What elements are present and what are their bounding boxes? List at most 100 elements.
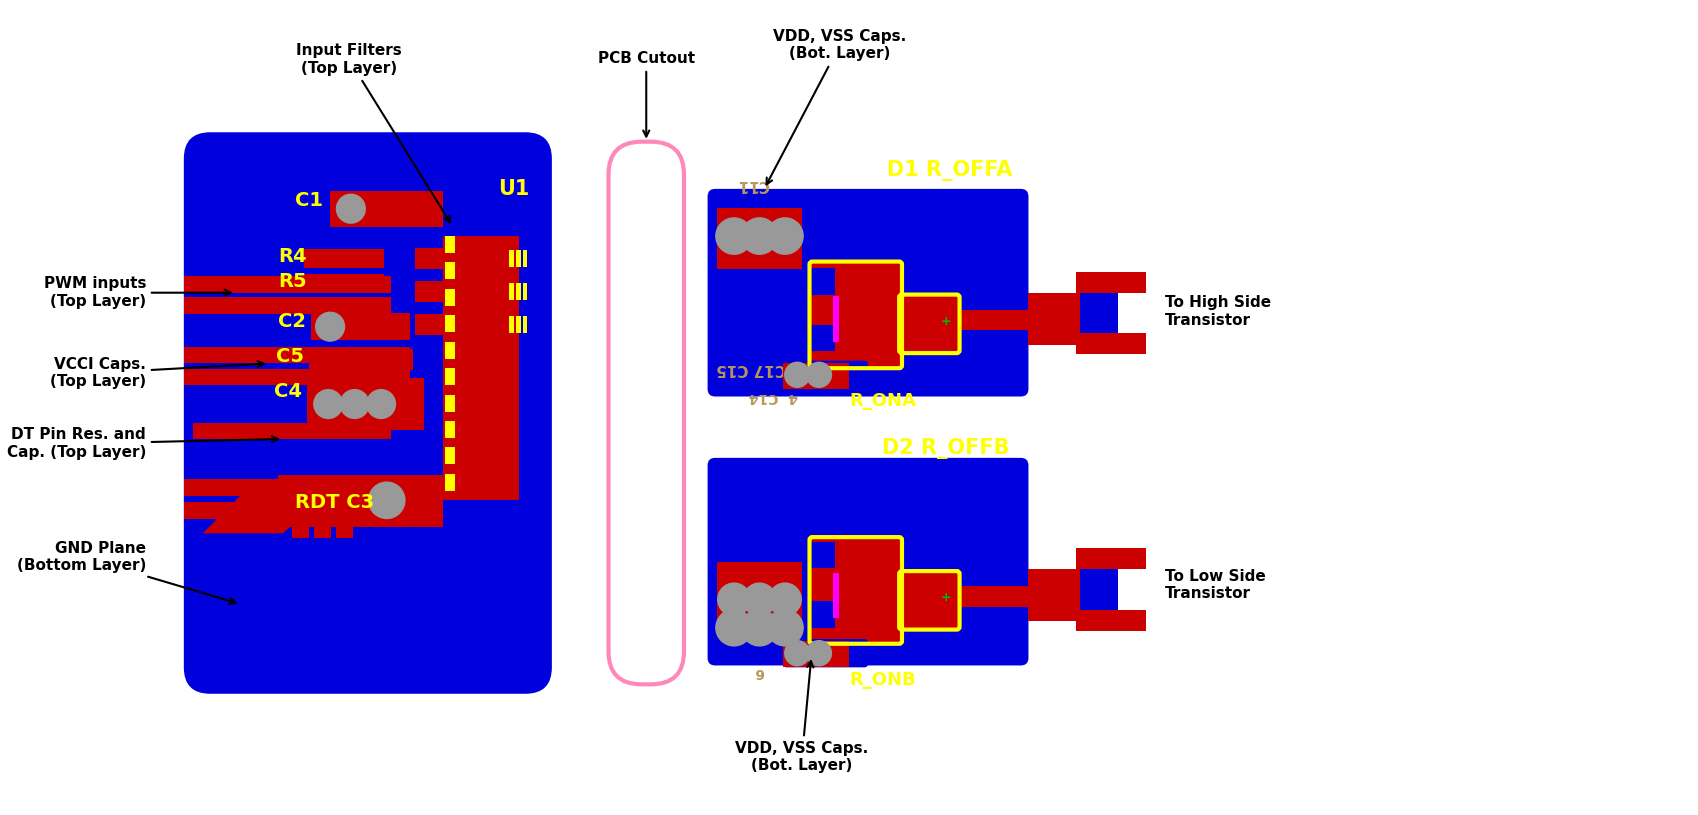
Bar <box>509 250 514 267</box>
Circle shape <box>784 362 810 388</box>
Bar <box>959 310 1036 330</box>
Text: PWM inputs
(Top Layer): PWM inputs (Top Layer) <box>44 276 231 309</box>
Circle shape <box>766 217 803 255</box>
Text: C1: C1 <box>295 191 323 209</box>
Bar <box>183 347 411 363</box>
Text: 6: 6 <box>754 665 764 679</box>
Text: VDD, VSS Caps.
(Bot. Layer): VDD, VSS Caps. (Bot. Layer) <box>735 661 869 773</box>
Bar <box>1075 333 1146 354</box>
Text: GND Plane
(Bottom Layer): GND Plane (Bottom Layer) <box>17 540 236 604</box>
Bar <box>414 249 514 269</box>
Bar <box>445 447 455 465</box>
Circle shape <box>767 219 801 253</box>
Circle shape <box>717 583 751 616</box>
Circle shape <box>740 217 778 255</box>
Bar <box>1075 548 1146 569</box>
Bar <box>516 250 521 267</box>
Bar <box>807 601 835 628</box>
Bar <box>523 250 528 267</box>
Circle shape <box>336 194 367 224</box>
Text: To High Side
Transistor: To High Side Transistor <box>1165 295 1272 328</box>
Circle shape <box>766 609 803 646</box>
Bar <box>1075 272 1146 293</box>
Bar <box>445 421 455 438</box>
Text: VCCI Caps.
(Top Layer): VCCI Caps. (Top Layer) <box>49 357 263 389</box>
Text: R4: R4 <box>278 247 307 267</box>
Bar <box>311 314 411 340</box>
Circle shape <box>717 219 751 253</box>
Bar <box>445 474 455 491</box>
FancyBboxPatch shape <box>183 132 552 694</box>
FancyBboxPatch shape <box>783 361 868 389</box>
Bar <box>183 369 411 385</box>
Bar <box>834 297 839 341</box>
Circle shape <box>807 362 832 388</box>
Text: Input Filters
(Top Layer): Input Filters (Top Layer) <box>295 43 450 222</box>
Bar <box>523 284 528 300</box>
Text: U1: U1 <box>499 178 530 199</box>
FancyBboxPatch shape <box>708 458 1029 666</box>
Bar <box>443 236 520 500</box>
Bar <box>414 315 514 335</box>
Circle shape <box>767 583 801 616</box>
Bar <box>523 316 528 333</box>
Bar <box>445 368 455 385</box>
Bar <box>445 341 455 359</box>
Text: C11: C11 <box>737 177 769 192</box>
Text: R5: R5 <box>278 272 307 291</box>
Bar <box>445 394 455 412</box>
Bar <box>717 208 801 269</box>
Bar <box>902 297 958 351</box>
Bar <box>414 281 514 302</box>
Text: VDD, VSS Caps.
(Bot. Layer): VDD, VSS Caps. (Bot. Layer) <box>766 29 907 184</box>
Bar <box>1029 293 1085 345</box>
Bar <box>1080 563 1117 628</box>
Circle shape <box>807 640 832 667</box>
Bar <box>183 297 392 315</box>
Text: R_ONA: R_ONA <box>849 392 915 410</box>
FancyBboxPatch shape <box>608 142 684 685</box>
Bar <box>194 423 392 439</box>
Bar <box>1080 287 1117 351</box>
Bar <box>807 542 835 568</box>
Text: C5: C5 <box>277 347 304 367</box>
Bar <box>516 316 521 333</box>
Circle shape <box>367 389 396 419</box>
Text: PCB Cutout: PCB Cutout <box>598 51 694 137</box>
Bar <box>314 512 331 538</box>
Bar <box>783 641 849 667</box>
Bar <box>902 573 958 628</box>
Text: D2 R_OFFB: D2 R_OFFB <box>883 438 1010 459</box>
Bar <box>807 325 835 351</box>
Bar <box>292 512 309 538</box>
Bar <box>783 363 849 389</box>
Text: +: + <box>941 591 951 604</box>
Text: R_ONB: R_ONB <box>849 671 915 689</box>
Circle shape <box>742 583 776 616</box>
Text: C4: C4 <box>273 382 302 401</box>
Circle shape <box>740 609 778 646</box>
Circle shape <box>742 219 776 253</box>
Bar <box>304 249 384 268</box>
Polygon shape <box>202 491 329 533</box>
Bar <box>445 315 455 333</box>
Bar <box>509 316 514 333</box>
Text: DT Pin Res. and
Cap. (Top Layer): DT Pin Res. and Cap. (Top Layer) <box>7 428 278 460</box>
FancyBboxPatch shape <box>783 639 868 667</box>
Bar <box>812 262 902 366</box>
Bar <box>183 275 392 293</box>
Bar <box>307 377 424 430</box>
Bar <box>516 284 521 300</box>
Circle shape <box>784 640 810 667</box>
Circle shape <box>368 482 406 519</box>
Circle shape <box>312 389 343 419</box>
Bar <box>304 274 384 293</box>
Bar <box>1075 610 1146 631</box>
Bar <box>336 512 353 538</box>
Circle shape <box>715 609 752 646</box>
Bar <box>812 538 902 642</box>
Circle shape <box>316 311 345 341</box>
Bar <box>309 350 413 370</box>
Text: 4  C14: 4 C14 <box>749 390 798 403</box>
FancyBboxPatch shape <box>708 189 1029 397</box>
